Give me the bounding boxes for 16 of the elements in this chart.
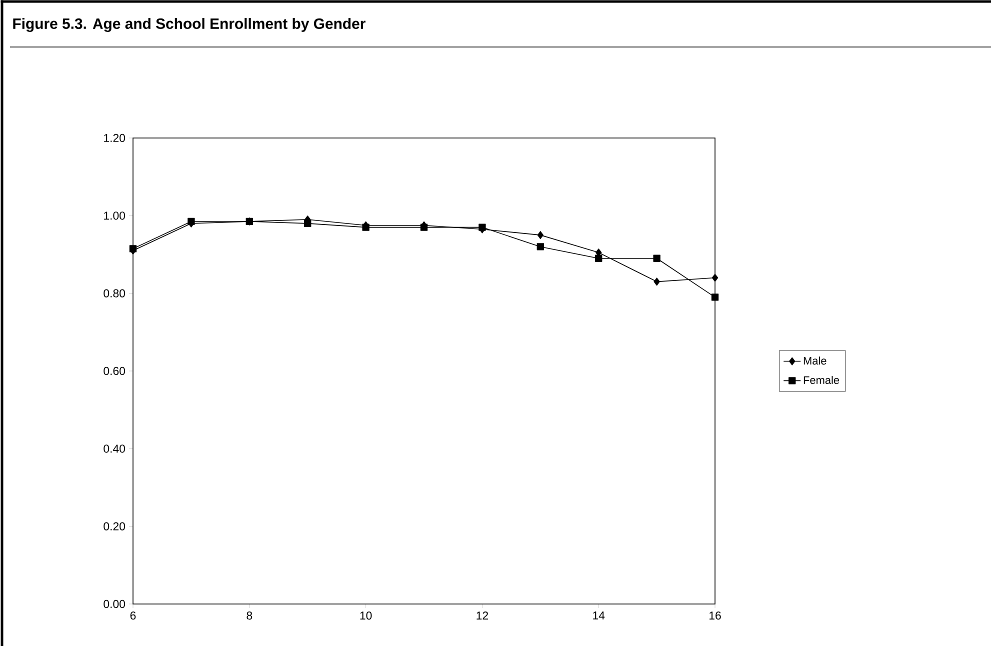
y-tick-label: 0.00 [104, 600, 126, 608]
x-tick-label: 12 [476, 612, 488, 620]
y-tick-label: 0.20 [104, 522, 126, 530]
y-tick-label: 0.40 [104, 444, 126, 453]
x-tick-label: 16 [710, 612, 721, 620]
x-tick-label: 14 [593, 612, 605, 620]
x-tick-label: 8 [246, 612, 252, 620]
y-tick-label: 1.20 [104, 134, 126, 142]
x-tick-label: 10 [360, 612, 372, 620]
legend-label: Female [804, 376, 840, 384]
x-tick-label: 6 [130, 612, 136, 620]
chart-title: Figure 5.3. Age and School Enrollment by Gender [13, 18, 366, 32]
y-tick-label: 0.60 [104, 366, 126, 376]
y-tick-label: 1.00 [104, 212, 126, 220]
y-tick-label: 0.80 [104, 289, 126, 298]
legend-label: Male [804, 356, 826, 365]
